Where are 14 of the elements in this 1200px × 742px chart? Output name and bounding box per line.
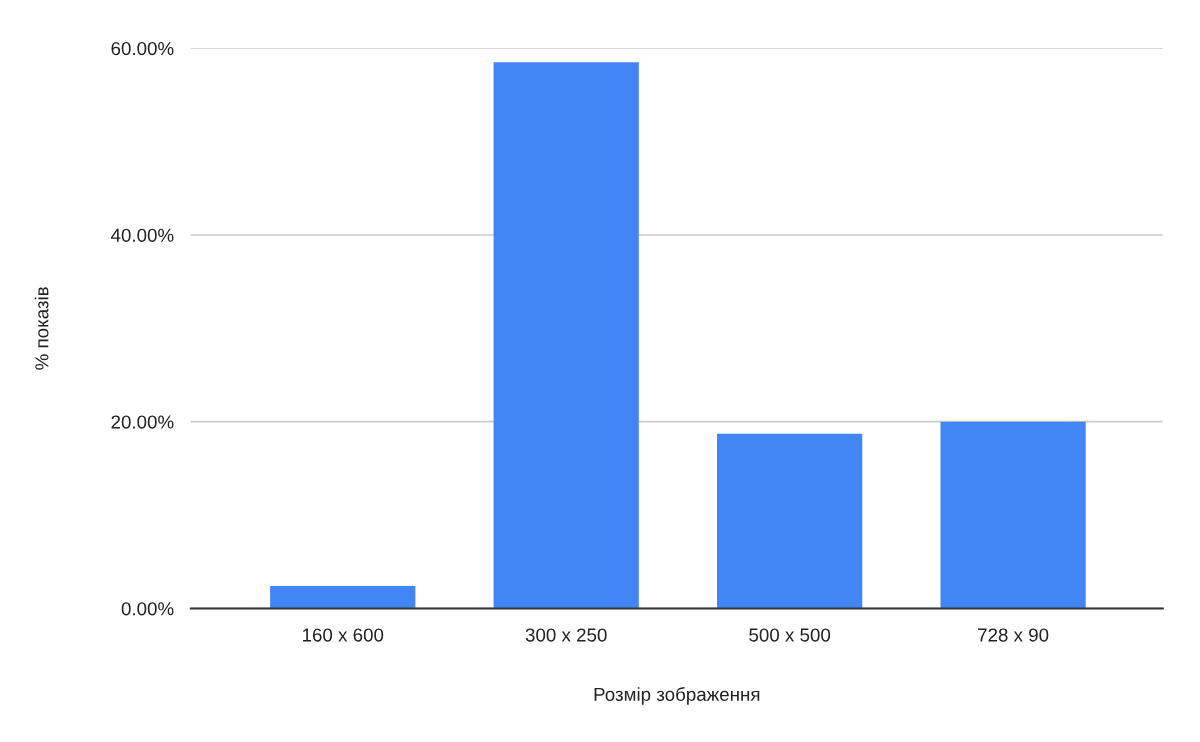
bar [717,433,863,609]
x-tick-label: 160 x 600 [303,628,384,642]
x-tick-label: 500 x 500 [749,628,831,642]
y-tick-label: 40.00% [110,228,174,242]
y-tick-label: 20.00% [111,415,174,429]
y-axis-title: % показів [34,287,49,370]
x-tick-label: 728 x 90 [978,628,1049,642]
bar [270,586,416,609]
y-tick-label: 60.00% [111,41,174,56]
x-tick-label: 300 x 250 [525,628,607,642]
bar [940,421,1086,609]
x-axis-title: Розмір зображення [594,687,760,705]
y-tick-label: 0.00% [121,602,174,616]
bar [493,62,639,609]
